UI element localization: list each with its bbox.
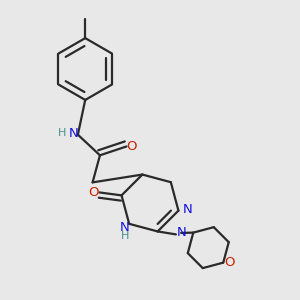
- Text: N: N: [176, 226, 186, 239]
- Text: O: O: [88, 186, 99, 199]
- Text: H: H: [58, 128, 67, 138]
- Text: N: N: [120, 221, 130, 234]
- Text: N: N: [69, 127, 78, 140]
- Text: O: O: [127, 140, 137, 153]
- Text: H: H: [121, 231, 129, 241]
- Text: N: N: [183, 202, 193, 216]
- Text: O: O: [224, 256, 235, 269]
